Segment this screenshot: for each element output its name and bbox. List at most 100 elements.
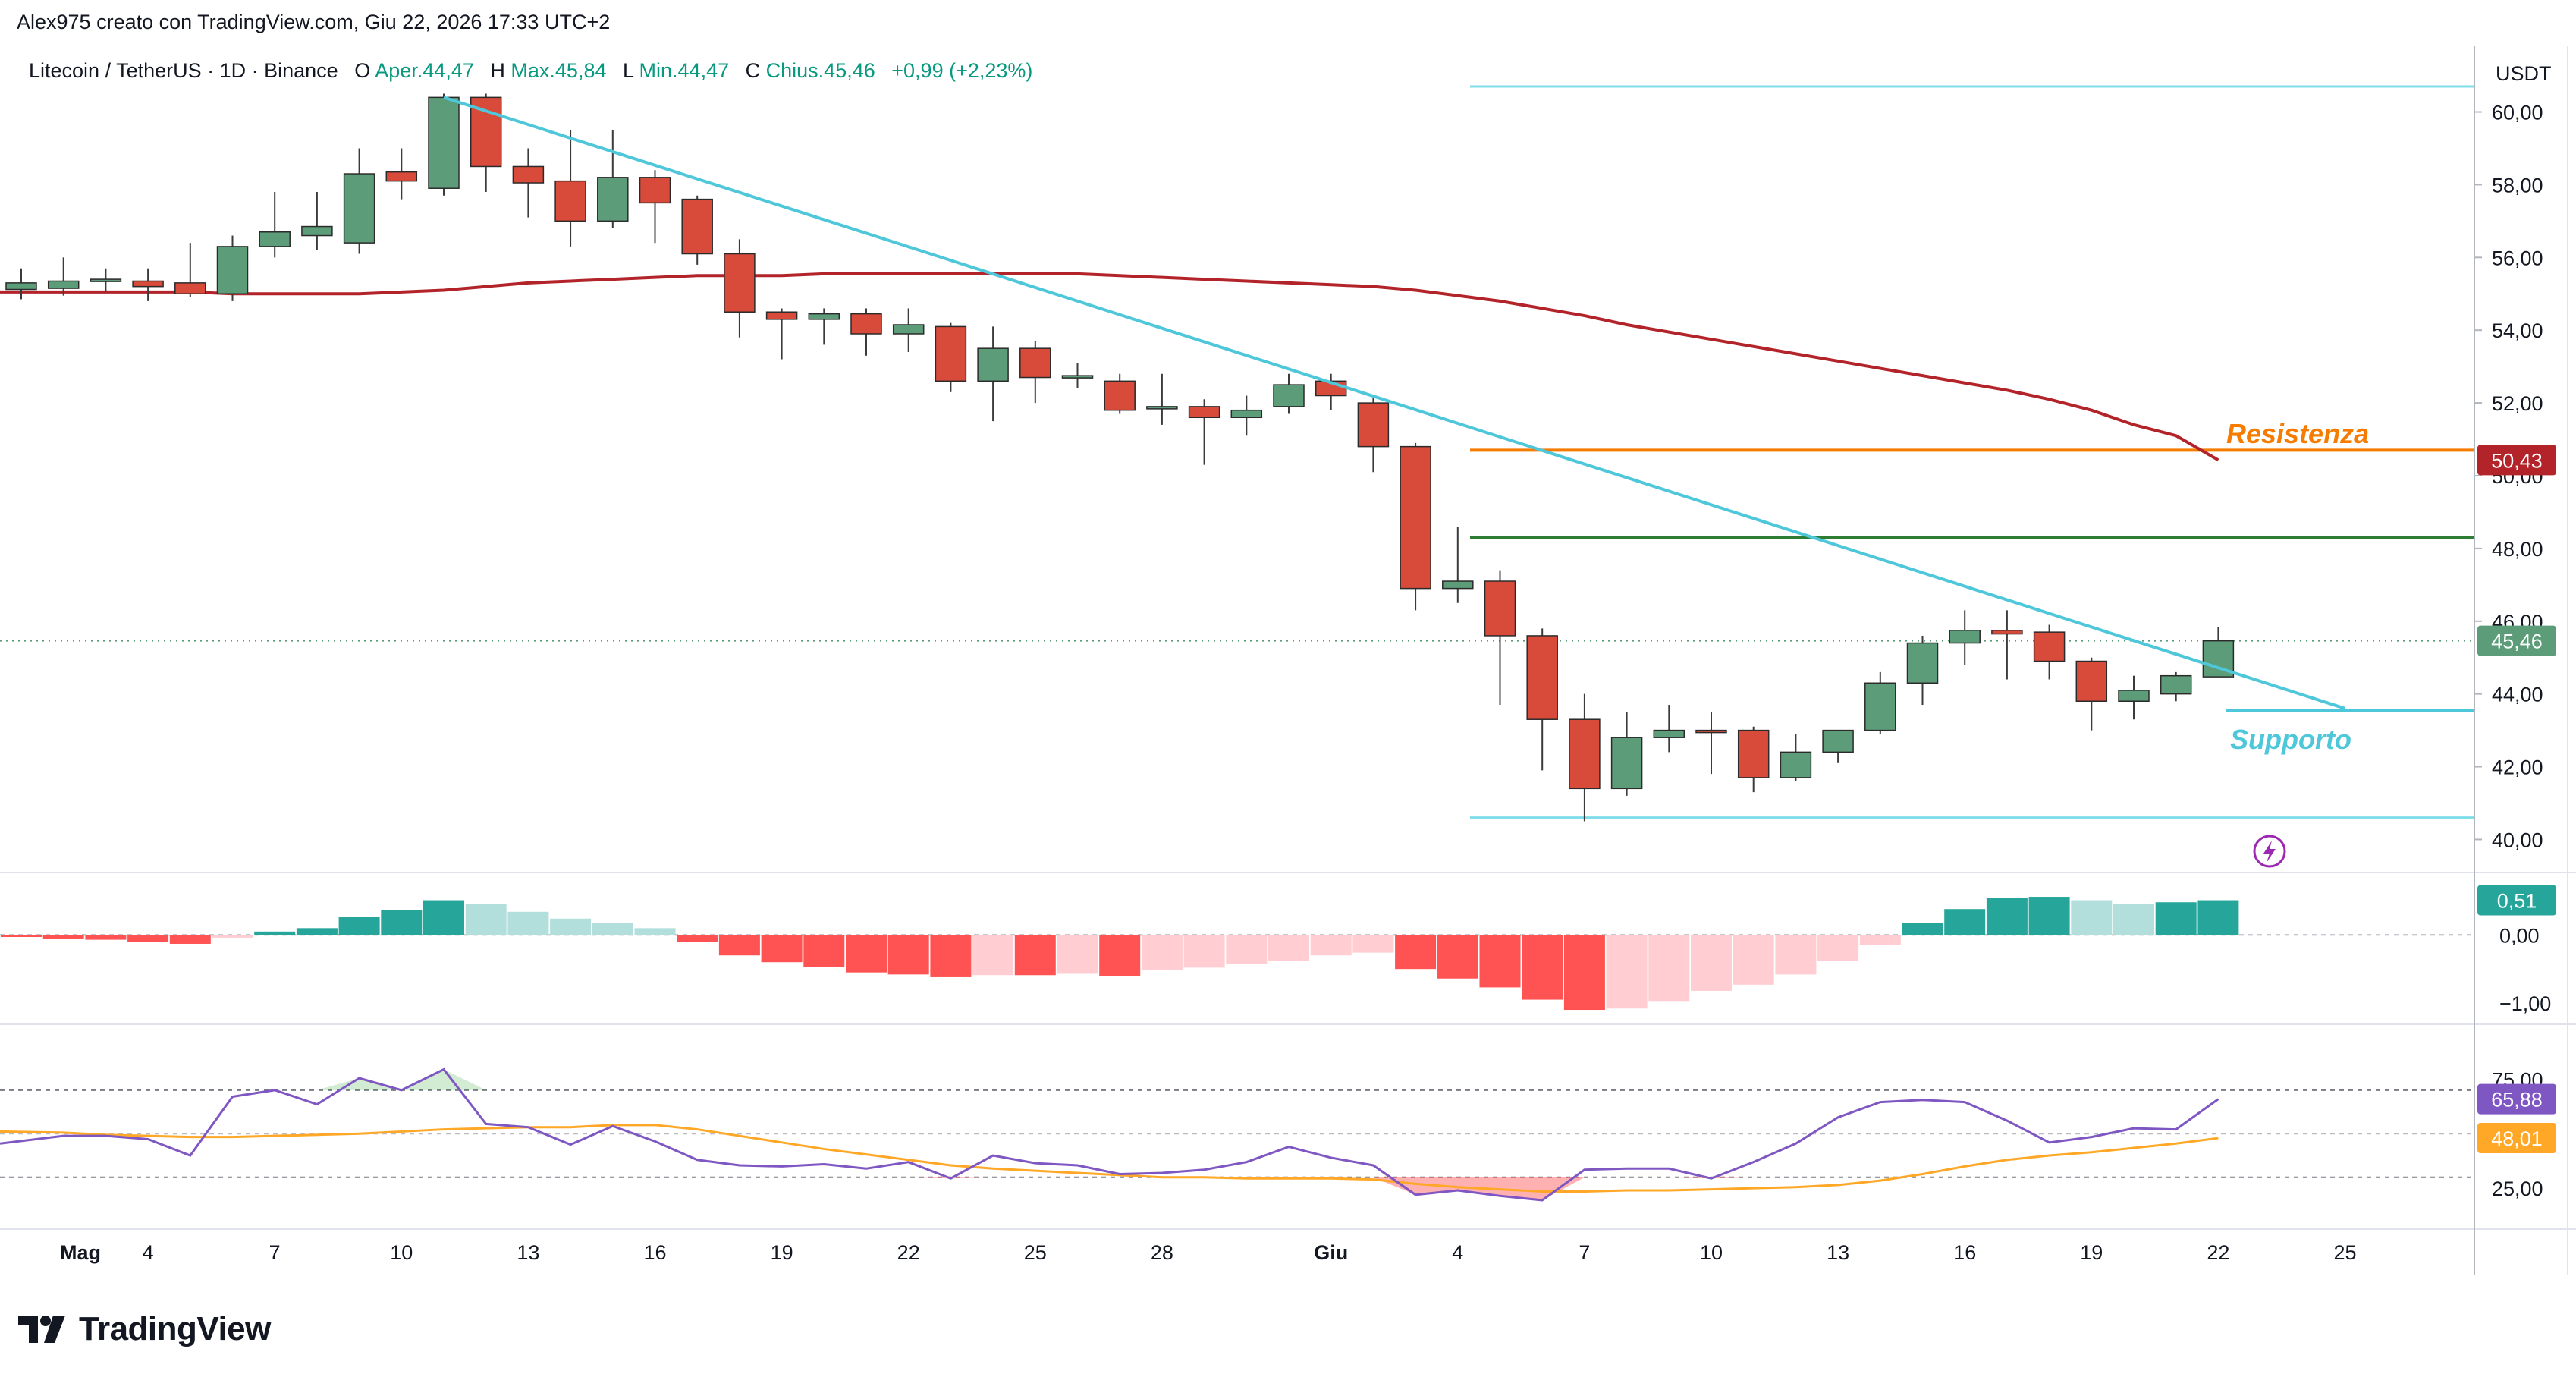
- time-tick-label: 10: [1700, 1241, 1723, 1264]
- candle-body: [1484, 580, 1516, 637]
- candle-body: [385, 171, 418, 182]
- macd-bar: [1563, 935, 1605, 1011]
- candle[interactable]: [977, 326, 1009, 422]
- candle[interactable]: [892, 308, 925, 352]
- candle-body: [1991, 630, 2023, 635]
- candle-body: [1400, 445, 1431, 590]
- candle[interactable]: [2160, 671, 2192, 702]
- candle[interactable]: [681, 195, 713, 265]
- candle[interactable]: [1061, 363, 1094, 388]
- macd-bar: [1395, 935, 1437, 970]
- candle[interactable]: [216, 235, 249, 301]
- candle[interactable]: [1273, 373, 1305, 414]
- candle[interactable]: [2118, 675, 2150, 720]
- candle[interactable]: [1019, 341, 1051, 404]
- time-tick-label: 10: [390, 1241, 413, 1264]
- candle-body: [977, 347, 1009, 382]
- symbol-name[interactable]: Litecoin / TetherUS · 1D · Binance: [29, 59, 338, 82]
- candle-body: [47, 280, 80, 289]
- candle[interactable]: [639, 170, 671, 244]
- candle-body: [5, 282, 37, 291]
- macd-bar: [507, 911, 549, 935]
- candle[interactable]: [850, 308, 882, 356]
- candle[interactable]: [935, 322, 967, 392]
- candle[interactable]: [765, 308, 798, 360]
- candle[interactable]: [1737, 726, 1770, 793]
- candle-body: [1949, 630, 1981, 644]
- price-tick-label: 58,00: [2492, 174, 2543, 197]
- rsi-overbought-fill: [316, 1078, 402, 1090]
- candle-body: [1822, 729, 1854, 753]
- open-label: O: [354, 59, 371, 82]
- candle-body: [1357, 402, 1390, 448]
- candle[interactable]: [1230, 395, 1263, 436]
- macd-bar: [1099, 935, 1141, 976]
- candle[interactable]: [1104, 373, 1136, 414]
- candle[interactable]: [1357, 395, 1390, 473]
- candle[interactable]: [174, 243, 206, 298]
- candle[interactable]: [554, 130, 586, 247]
- candle-body: [2075, 660, 2108, 702]
- candle[interactable]: [343, 148, 375, 254]
- candle[interactable]: [1569, 693, 1601, 822]
- time-tick-label: 22: [2207, 1241, 2229, 1264]
- candle[interactable]: [1442, 527, 1474, 603]
- macd-bar: [1859, 935, 1901, 945]
- time-tick-label: 4: [143, 1241, 154, 1264]
- candle[interactable]: [5, 268, 37, 300]
- candle[interactable]: [1400, 442, 1431, 611]
- candle[interactable]: [1906, 635, 1939, 706]
- candle[interactable]: [1484, 570, 1516, 706]
- candle[interactable]: [1991, 610, 2023, 680]
- trendline[interactable]: [443, 96, 2346, 710]
- macd-bar: [1268, 935, 1309, 961]
- candle[interactable]: [2033, 624, 2066, 680]
- candle[interactable]: [512, 148, 545, 218]
- macd-bar: [2028, 897, 2070, 935]
- candle-body: [1695, 729, 1727, 734]
- candle[interactable]: [90, 268, 122, 292]
- resistance-label[interactable]: Resistenza: [2226, 418, 2369, 449]
- candle[interactable]: [808, 308, 840, 345]
- candle[interactable]: [1610, 712, 1643, 796]
- price-tick-label: 40,00: [2492, 828, 2543, 851]
- candle[interactable]: [2075, 657, 2108, 731]
- candle[interactable]: [597, 130, 629, 228]
- symbol-legend[interactable]: Litecoin / TetherUS · 1D · Binance O Ape…: [29, 59, 1032, 83]
- svg-text:45,46: 45,46: [2491, 630, 2543, 653]
- candle[interactable]: [259, 192, 291, 258]
- candle[interactable]: [1526, 628, 1558, 771]
- candle[interactable]: [1822, 729, 1854, 763]
- lightning-icon[interactable]: [2253, 835, 2286, 868]
- candle[interactable]: [47, 257, 80, 296]
- candle[interactable]: [724, 239, 756, 338]
- macd-bar: [1775, 935, 1817, 975]
- macd-bar: [1352, 935, 1394, 953]
- candle[interactable]: [1188, 399, 1220, 465]
- close-price-tag: 45,46: [2477, 625, 2556, 656]
- candle[interactable]: [1949, 610, 1981, 665]
- candle-body: [2160, 674, 2192, 695]
- candle[interactable]: [1864, 671, 1896, 734]
- candle[interactable]: [301, 192, 333, 250]
- candle[interactable]: [1695, 712, 1727, 775]
- svg-text:50,43: 50,43: [2491, 449, 2543, 472]
- tradingview-brand[interactable]: TradingView: [18, 1306, 271, 1352]
- candle[interactable]: [385, 148, 418, 200]
- macd-bar: [1057, 935, 1098, 974]
- candle[interactable]: [1146, 373, 1178, 425]
- support-label[interactable]: Supporto: [2230, 724, 2351, 755]
- candle[interactable]: [1653, 705, 1685, 753]
- candle-body: [259, 231, 291, 247]
- candle-body: [301, 225, 333, 237]
- candle[interactable]: [132, 268, 164, 301]
- candle-body: [1737, 729, 1770, 778]
- low-value: Min.44,47: [639, 59, 730, 82]
- candle[interactable]: [1780, 734, 1812, 781]
- candle[interactable]: [2202, 627, 2235, 678]
- candle-body: [216, 246, 249, 295]
- ma-line: [0, 272, 2219, 462]
- candle[interactable]: [428, 93, 460, 196]
- candle-body: [1230, 409, 1263, 419]
